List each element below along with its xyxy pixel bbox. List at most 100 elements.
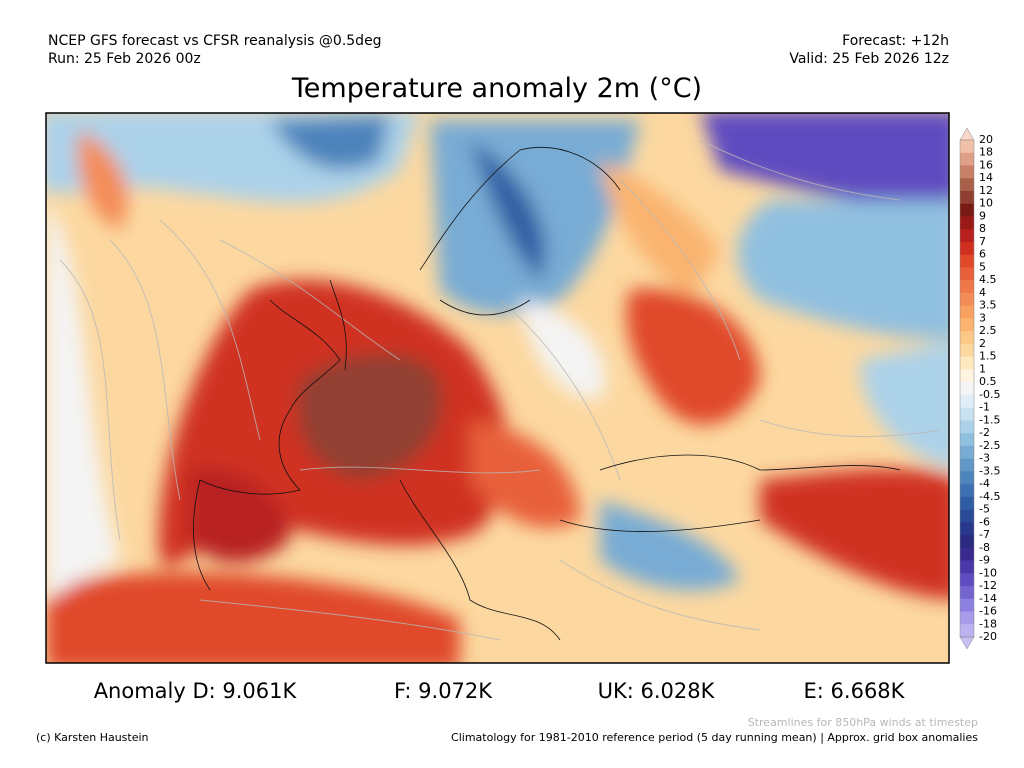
streamlines — [59, 139, 941, 641]
colorbar-segment — [960, 254, 974, 268]
colorbar-label: -16 — [979, 605, 997, 618]
colorbar-label: 0.5 — [979, 375, 997, 388]
colorbar-label: -2.5 — [979, 439, 1000, 452]
colorbar-label: 8 — [979, 222, 986, 235]
colorbar-segment — [960, 152, 974, 166]
colorbar-segment — [960, 318, 974, 332]
colorbar-label: 18 — [979, 146, 993, 159]
colorbar-label: -0.5 — [979, 388, 1000, 401]
anomaly: E: 6.668K — [804, 679, 906, 703]
colorbar-label: -14 — [979, 592, 997, 605]
colorbar-segment — [960, 598, 974, 612]
coastlines — [193, 147, 901, 641]
colorbar-label: -9 — [979, 554, 990, 567]
colorbar-segment — [960, 343, 974, 357]
colorbar-segment — [960, 535, 974, 549]
colorbar-segment — [960, 445, 974, 459]
map — [46, 113, 949, 663]
colorbar-label: 4 — [979, 286, 986, 299]
colorbar-label: -2 — [979, 426, 990, 439]
colorbar-segment — [960, 496, 974, 510]
colorbar-label: -20 — [979, 630, 997, 643]
colorbar-segment — [960, 241, 974, 255]
colorbar-label: 6 — [979, 248, 986, 261]
colorbar-segment — [960, 522, 974, 536]
colorbar-label: -5 — [979, 503, 990, 516]
colorbar-label: 2.5 — [979, 324, 997, 337]
colorbar-label: 7 — [979, 235, 986, 248]
colorbar-segment — [960, 624, 974, 638]
colorbar-segment — [960, 356, 974, 370]
colorbar-segment — [960, 267, 974, 281]
colorbar-label: 12 — [979, 184, 993, 197]
colorbar-segment — [960, 216, 974, 230]
colorbar-segment — [960, 292, 974, 306]
colorbar-segment — [960, 611, 974, 625]
colorbar-label: -4.5 — [979, 490, 1000, 503]
colorbar-label: -18 — [979, 617, 997, 630]
source: NCEP GFS forecast vs CFSR reanalysis @0.… — [48, 33, 382, 49]
colorbar-segment — [960, 420, 974, 434]
colorbar-label: 3.5 — [979, 299, 997, 312]
anomaly: F: 9.072K — [394, 679, 493, 703]
colorbar-end — [959, 636, 975, 650]
colorbar-segment — [960, 407, 974, 421]
colorbar-label: 16 — [979, 158, 993, 171]
climatology-note: Climatology for 1981-2010 reference peri… — [451, 731, 978, 744]
credit: (c) Karsten Haustein — [36, 731, 149, 744]
title: Temperature anomaly 2m (°C) — [291, 73, 702, 104]
colorbar-label: 14 — [979, 171, 993, 184]
colorbar-segment — [960, 471, 974, 485]
anomaly: Anomaly D: 9.061K — [94, 679, 298, 703]
colorbar: 201816141210987654.543.532.521.510.5-0.5… — [959, 127, 1000, 650]
colorbar-label: -3.5 — [979, 464, 1000, 477]
colorbar-end — [959, 127, 975, 141]
colorbar-label: 9 — [979, 209, 986, 222]
colorbar-segment — [960, 331, 974, 345]
forecast: Forecast: +12h — [842, 33, 949, 49]
colorbar-segment — [960, 458, 974, 472]
valid: Valid: 25 Feb 2026 12z — [789, 51, 949, 67]
colorbar-label: 4.5 — [979, 273, 997, 286]
colorbar-label: -4 — [979, 477, 990, 490]
colorbar-segment — [960, 433, 974, 447]
colorbar-segment — [960, 484, 974, 498]
colorbar-segment — [960, 560, 974, 574]
colorbar-segment — [960, 190, 974, 205]
colorbar-segment — [960, 165, 974, 179]
colorbar-frame — [959, 139, 975, 638]
colorbar-segment — [960, 178, 974, 192]
run: Run: 25 Feb 2026 00z — [48, 51, 201, 67]
colorbar-label: 20 — [979, 133, 993, 146]
colorbar-label: -12 — [979, 579, 997, 592]
colorbar-segment — [960, 140, 974, 154]
colorbar-label: -6 — [979, 515, 990, 528]
colorbar-segment — [960, 203, 974, 217]
colorbar-label: 3 — [979, 311, 986, 324]
colorbar-label: -8 — [979, 541, 990, 554]
colorbar-label: 10 — [979, 197, 993, 210]
colorbar-label: -1.5 — [979, 413, 1000, 426]
colorbar-label: 2 — [979, 337, 986, 350]
colorbar-label: -3 — [979, 452, 990, 465]
colorbar-label: 5 — [979, 260, 986, 273]
colorbar-segment — [960, 547, 974, 561]
colorbar-segment — [960, 280, 974, 294]
colorbar-label: 1 — [979, 362, 986, 375]
colorbar-label: 1.5 — [979, 350, 997, 363]
colorbar-segment — [960, 382, 974, 396]
colorbar-segment — [960, 509, 974, 523]
colorbar-segment — [960, 394, 974, 408]
colorbar-segment — [960, 586, 974, 600]
colorbar-label: -1 — [979, 401, 990, 414]
colorbar-label: -7 — [979, 528, 990, 541]
streamline-note: Streamlines for 850hPa winds at timestep — [748, 716, 978, 729]
colorbar-segment — [960, 369, 974, 383]
colorbar-segment — [960, 573, 974, 587]
colorbar-label: -10 — [979, 566, 997, 579]
colorbar-segment — [960, 305, 974, 319]
anomaly: UK: 6.028K — [598, 679, 716, 703]
map-frame — [45, 112, 950, 664]
colorbar-segment — [960, 229, 974, 243]
